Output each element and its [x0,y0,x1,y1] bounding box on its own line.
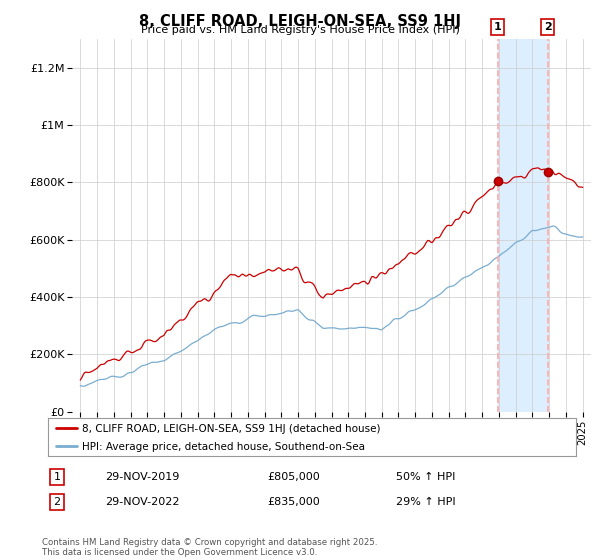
Text: 50% ↑ HPI: 50% ↑ HPI [396,472,455,482]
Text: Contains HM Land Registry data © Crown copyright and database right 2025.
This d: Contains HM Land Registry data © Crown c… [42,538,377,557]
Text: 2: 2 [53,497,61,507]
Bar [497,39,548,412]
Text: HPI: Average price, detached house, Southend-on-Sea: HPI: Average price, detached house, Sout… [82,442,365,452]
Text: 29-NOV-2022: 29-NOV-2022 [105,497,179,507]
Text: 1: 1 [494,22,502,32]
Text: £835,000: £835,000 [267,497,320,507]
Text: 2: 2 [544,22,551,32]
Text: 29% ↑ HPI: 29% ↑ HPI [396,497,455,507]
Text: 1: 1 [53,472,61,482]
Text: 8, CLIFF ROAD, LEIGH-ON-SEA, SS9 1HJ (detached house): 8, CLIFF ROAD, LEIGH-ON-SEA, SS9 1HJ (de… [82,424,381,434]
Text: £805,000: £805,000 [267,472,320,482]
Text: 8, CLIFF ROAD, LEIGH-ON-SEA, SS9 1HJ: 8, CLIFF ROAD, LEIGH-ON-SEA, SS9 1HJ [139,14,461,29]
Text: 29-NOV-2019: 29-NOV-2019 [105,472,179,482]
Text: Price paid vs. HM Land Registry's House Price Index (HPI): Price paid vs. HM Land Registry's House … [140,25,460,35]
